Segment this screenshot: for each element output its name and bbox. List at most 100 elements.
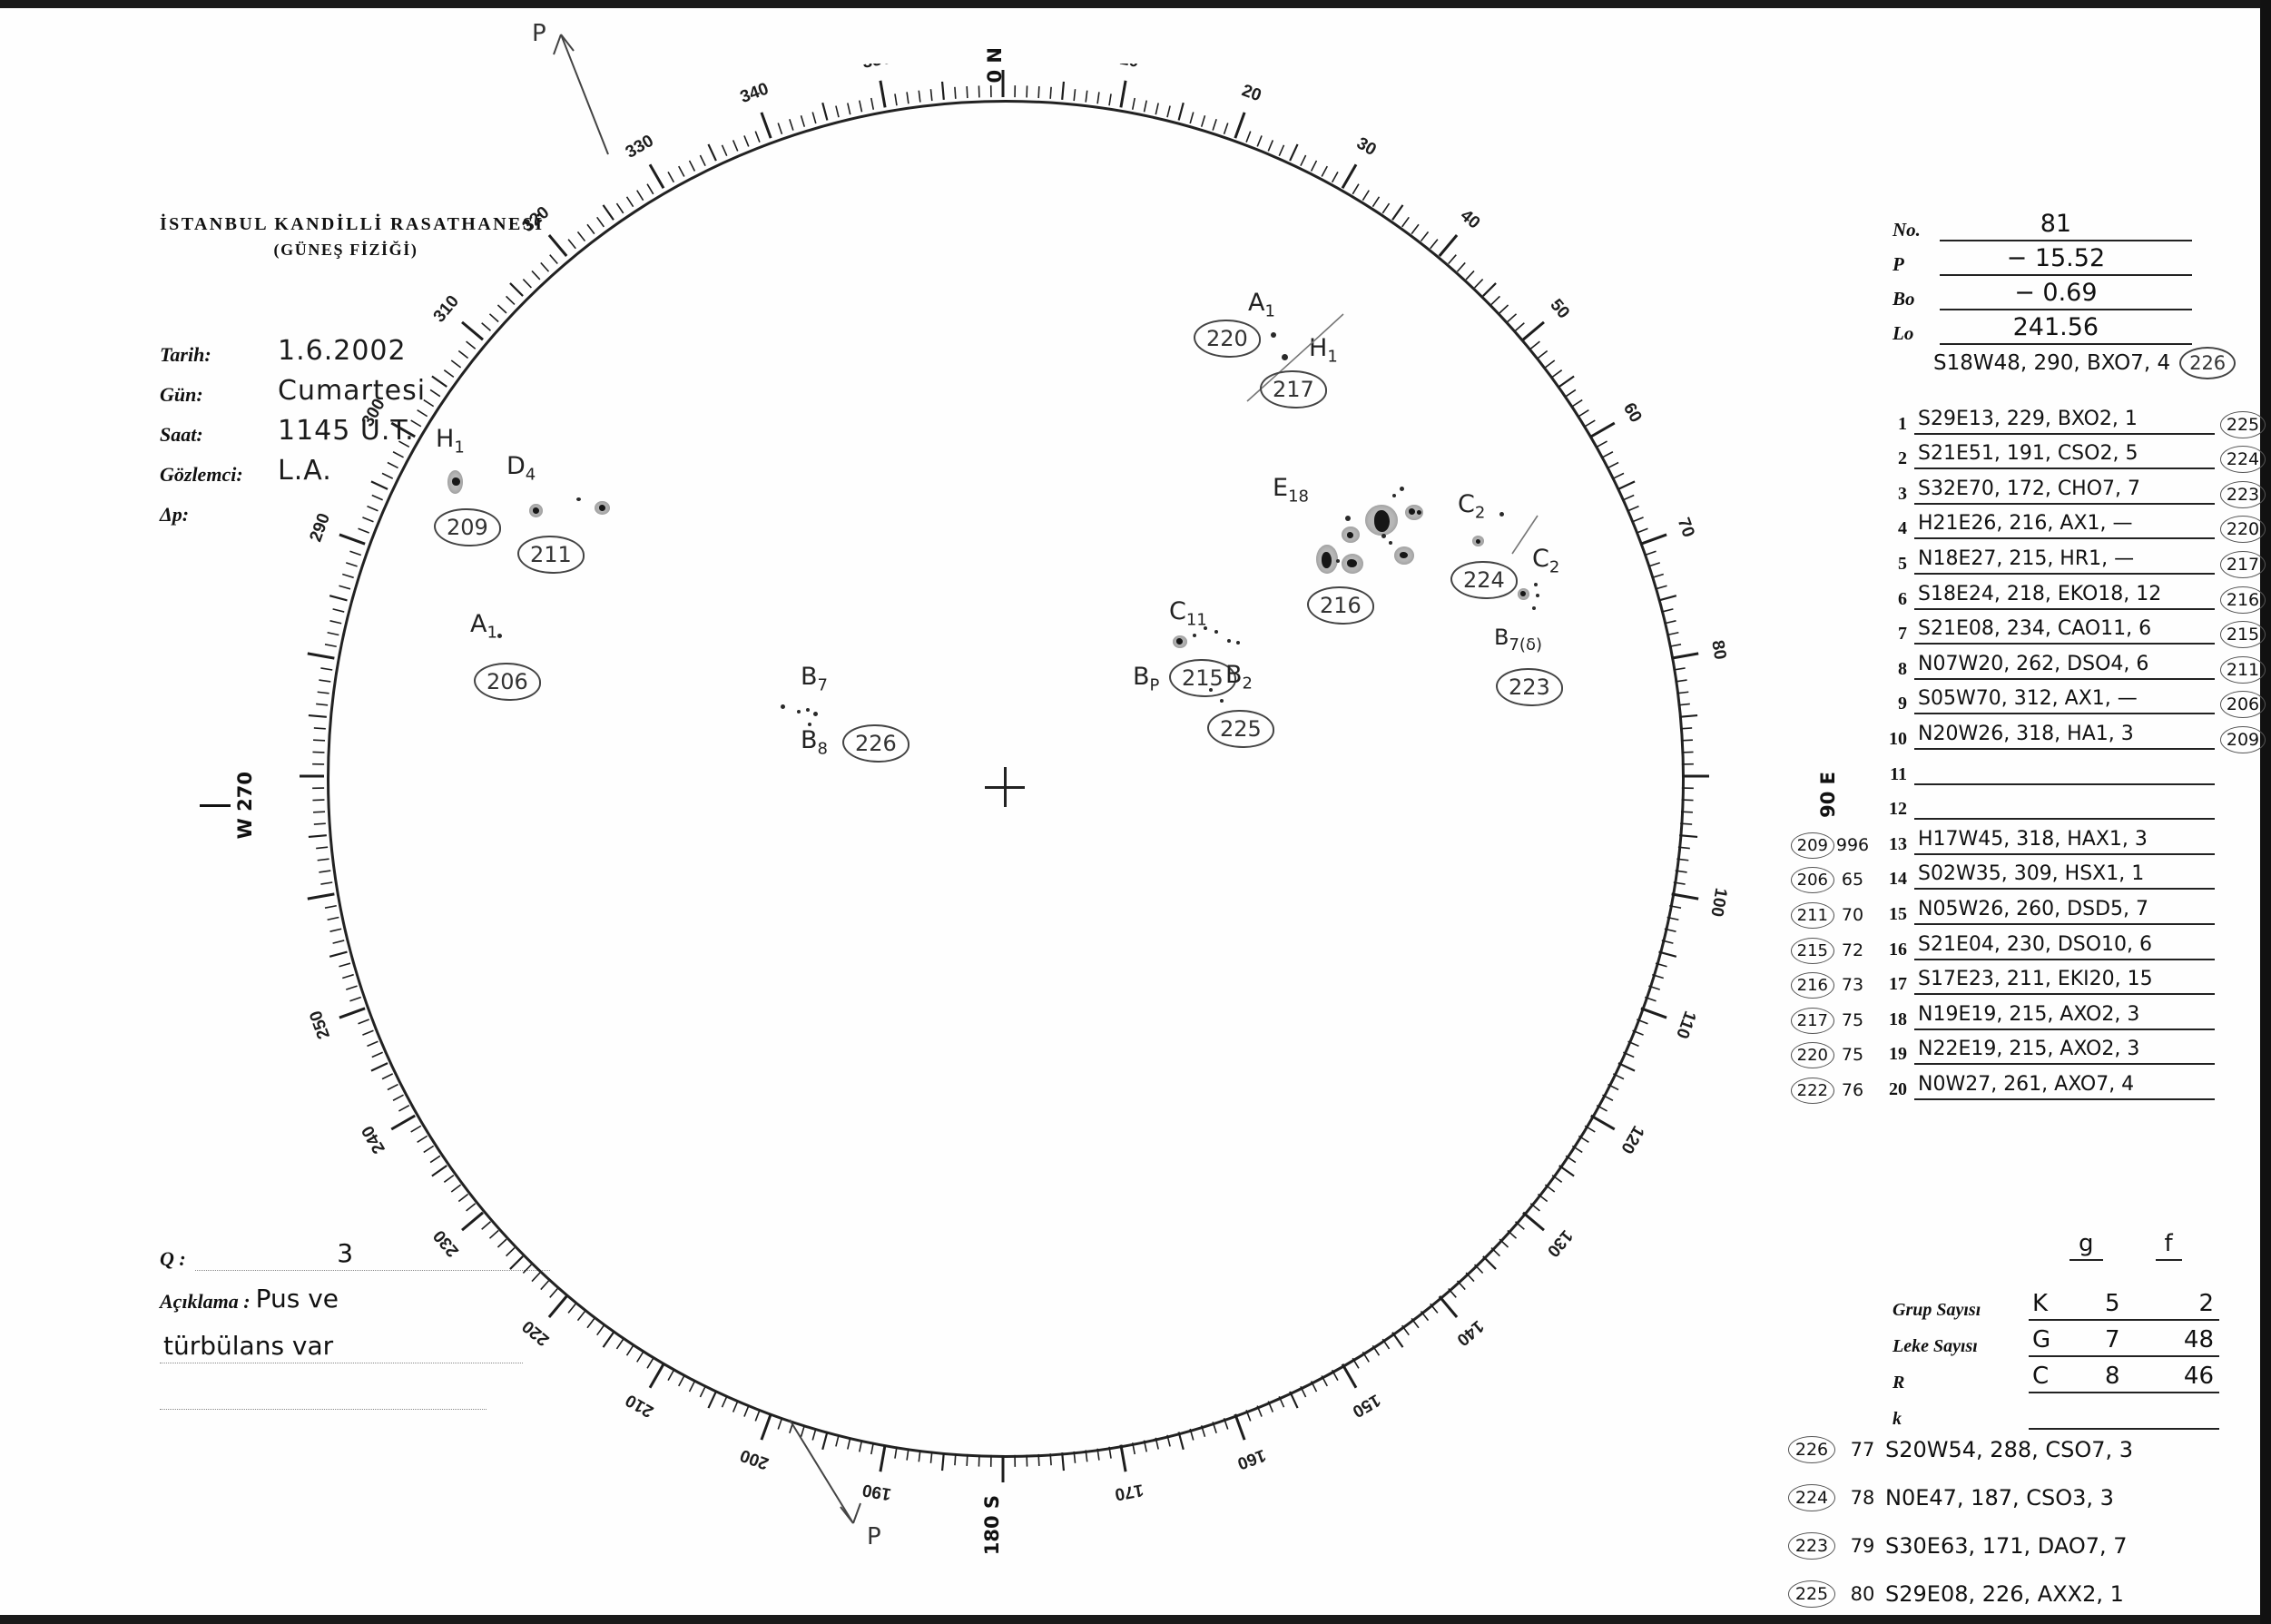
g-f-headers: g f	[2069, 1230, 2182, 1261]
row-underline: S17E23, 211, EKI20, 15	[1914, 963, 2215, 996]
data-underline: − 0.69	[1940, 279, 2192, 310]
row-index: 7	[1898, 624, 1907, 645]
cardinal-south: 180 S	[981, 1494, 1003, 1555]
group-label-c2-limb: C2	[1532, 545, 1560, 577]
note-label: Açıklama :	[160, 1290, 251, 1313]
row-index: 5	[1898, 553, 1907, 574]
row-index: 2	[1898, 448, 1907, 469]
row-underline: N05W26, 260, DSD5, 7	[1914, 893, 2215, 925]
spot-dot	[1236, 641, 1240, 645]
row-index: 6	[1898, 588, 1907, 609]
p-arrow-top	[553, 34, 609, 155]
row-left-number: 72	[1841, 940, 1864, 960]
row-left-number: 996	[1835, 834, 1870, 855]
umbra	[1347, 532, 1353, 538]
data-row-bo: Bo − 0.69	[1892, 276, 2192, 310]
row-index: 18	[1889, 1009, 1907, 1029]
svg-text:100: 100	[1706, 887, 1730, 919]
svg-text:50: 50	[1546, 296, 1573, 323]
spot-dot	[497, 634, 502, 638]
spot-dot	[797, 710, 801, 714]
group-label-d4: D4	[506, 452, 536, 485]
table-row: 3 S32E70, 172, CHO7, 7 223	[1784, 469, 2271, 508]
row-left-circle: 220	[1784, 1042, 1834, 1069]
umbra	[1476, 539, 1480, 544]
row-right-circle: 220	[2215, 516, 2271, 544]
list-item: 223 79 S30E63, 171, DAO7, 7	[1784, 1521, 2271, 1570]
svg-text:30: 30	[1353, 133, 1380, 160]
summary-row: Leke Sayısı G 7 48	[1892, 1321, 2219, 1357]
observatory-title: İSTANBUL KANDİLLİ RASATHANESİ	[160, 214, 545, 234]
row-index: 13	[1889, 833, 1907, 854]
tail-text: S29E08, 226, AXX2, 1	[1885, 1580, 2124, 1607]
group-number-225: 225	[1207, 710, 1274, 748]
row-index: 4	[1898, 518, 1907, 539]
tail-text: S30E63, 171, DAO7, 7	[1885, 1532, 2128, 1559]
group-label-c2: C2	[1458, 490, 1486, 523]
field-value-saat: 1145 U.T.	[278, 415, 415, 447]
spot-dot	[1209, 688, 1213, 692]
tail-number: 80	[1850, 1582, 1875, 1605]
row-underline: N19E19, 215, AXO2, 3	[1914, 999, 2215, 1030]
row-index: 10	[1889, 728, 1907, 749]
data-value-no: 81	[2040, 210, 2072, 238]
summary-b: 5	[2105, 1290, 2120, 1317]
tail-number: 79	[1850, 1534, 1875, 1557]
row-left-circle: 222	[1784, 1077, 1834, 1104]
table-row: 206 65 14 S02W35, 309, HSX1, 1	[1784, 855, 2271, 894]
tail-text: N0E47, 187, CSO3, 3	[1885, 1484, 2114, 1511]
p-label-top: P	[532, 20, 546, 47]
spot-dot	[1227, 639, 1231, 643]
group-label-b8: B8	[801, 726, 828, 759]
field-row: Gün: Cumartesi	[160, 367, 632, 407]
group-label-h1-west: H1	[436, 425, 465, 458]
group-label-c11: C11	[1169, 597, 1207, 630]
svg-text:170: 170	[1114, 1480, 1145, 1503]
spot-dot	[1536, 594, 1539, 597]
row-index: 11	[1890, 763, 1907, 784]
table-row: 217 75 18 N19E19, 215, AXO2, 3	[1784, 995, 2271, 1034]
spot-dot	[1282, 354, 1288, 360]
row-index: 14	[1889, 869, 1907, 890]
svg-text:350: 350	[861, 64, 893, 73]
row-underline: S18E24, 218, EKO18, 12	[1914, 578, 2215, 610]
row-index: 8	[1898, 658, 1907, 679]
entry-zero-row: S18W48, 290, BXO7, 4 226	[1933, 347, 2237, 379]
svg-text:60: 60	[1619, 399, 1646, 426]
field-label-saat: Saat:	[160, 423, 203, 446]
field-value-tarih: 1.6.2002	[278, 335, 407, 367]
svg-text:220: 220	[519, 1316, 554, 1349]
umbra	[1400, 552, 1408, 558]
group-label-b7-delta: B7(δ)	[1494, 625, 1542, 655]
quality-row: Q : 3	[160, 1238, 550, 1271]
data-underline: 241.56	[1940, 313, 2192, 345]
field-row: Gözlemci: L.A.	[160, 447, 632, 487]
header-data-block: No. 81 P − 15.52 Bo − 0.69 Lo 241.56	[1892, 207, 2192, 345]
umbra	[1417, 510, 1421, 515]
row-text: N19E19, 215, AXO2, 3	[1918, 1002, 2140, 1026]
data-label-no: No.	[1892, 219, 1921, 241]
row-underline	[1914, 788, 2215, 821]
summary-a: C	[2032, 1363, 2050, 1390]
p-arrow-bottom	[789, 1419, 861, 1524]
row-text: N18E27, 215, HR1, —	[1918, 546, 2135, 570]
row-left-circle: 216	[1784, 972, 1834, 999]
data-label-p: P	[1892, 253, 1904, 275]
row-left-circle: 209	[1784, 832, 1834, 859]
table-row: 9 S05W70, 312, AX1, — 206	[1784, 680, 2271, 719]
spot-dot	[1534, 583, 1538, 586]
row-right-circle: 206	[2215, 691, 2271, 719]
svg-text:300: 300	[359, 396, 389, 430]
row-underline: N18E27, 215, HR1, —	[1914, 543, 2215, 575]
data-value-bo: − 0.69	[2014, 279, 2098, 307]
table-row: 222 76 20 N0W27, 261, AXO7, 4	[1784, 1065, 2271, 1104]
summary-label: Grup Sayısı	[1892, 1300, 1981, 1320]
row-underline: S21E04, 230, DSO10, 6	[1914, 929, 2215, 960]
summary-underline	[2029, 1397, 2219, 1430]
summary-underline: G 7 48	[2029, 1324, 2219, 1357]
svg-text:150: 150	[1349, 1390, 1383, 1421]
spot-dot	[1220, 699, 1224, 703]
data-underline: − 15.52	[1940, 244, 2192, 276]
svg-text:80: 80	[1707, 639, 1729, 661]
